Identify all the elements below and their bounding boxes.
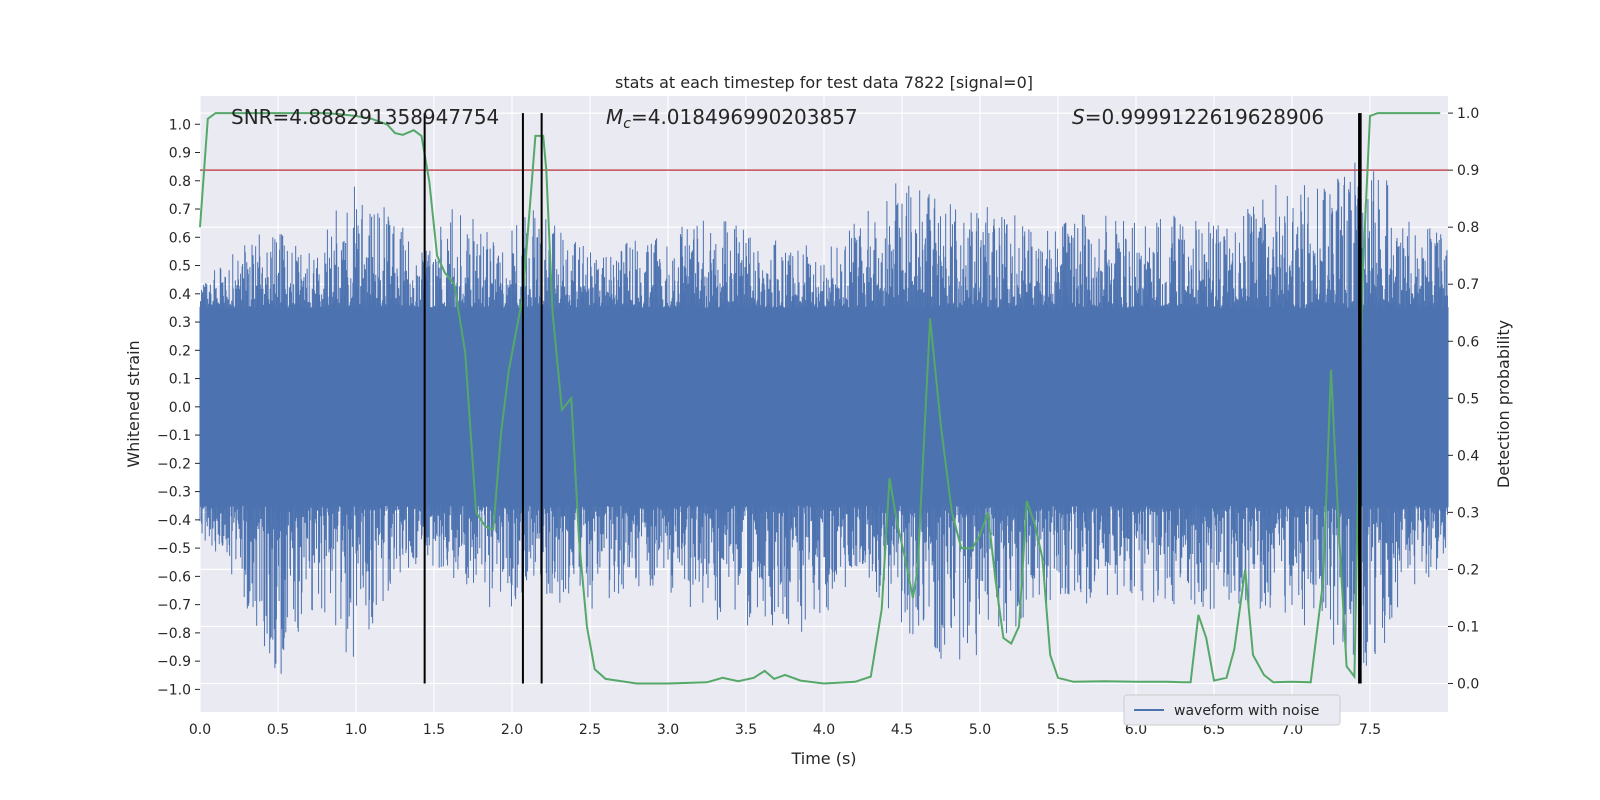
y-left-tick-label: 0.8: [169, 174, 191, 190]
y-left-tick-label: −1.0: [157, 682, 191, 698]
y-left-tick-label: 0.0: [169, 400, 191, 416]
x-axis-label: Time (s): [790, 749, 856, 768]
probability-group: [199, 112, 1441, 685]
waveform-series: [199, 162, 1449, 674]
y-right-tick-label: 0.3: [1457, 505, 1479, 521]
y-left-axis-label: Whitened strain: [124, 340, 143, 467]
x-tick-label: 3.0: [657, 722, 679, 738]
y-right-tick-label: 1.0: [1457, 106, 1479, 122]
y-left-tick-label: −0.8: [157, 626, 191, 642]
legend-label: waveform with noise: [1174, 703, 1319, 719]
probability-line: [199, 112, 1441, 685]
chirp-mass-annotation: Mc=4.018496990203857: [606, 105, 858, 132]
y-left-tick-label: −0.7: [157, 598, 191, 614]
y-left-tick-label: 0.7: [169, 202, 191, 218]
x-tick-label: 4.0: [813, 722, 835, 738]
y-right-tick-label: 0.0: [1457, 676, 1479, 692]
y-left-axis-ticks: −1.0 −0.9 −0.8 −0.7 −0.6 −0.5 −0.4 −0.3 −0.2 −0.1…: [157, 117, 200, 698]
y-left-tick-label: 1.0: [169, 117, 191, 133]
chart-title: stats at each timestep for test data 782…: [615, 73, 1033, 92]
y-left-tick-label: −0.5: [157, 541, 191, 557]
legend: waveform with noise: [1123, 694, 1341, 726]
snr-annotation: SNR=4.888291358947754: [231, 105, 499, 129]
chirp-mass-subscript: c: [623, 116, 631, 132]
y-right-tick-label: 0.2: [1457, 562, 1479, 578]
x-tick-label: 2.5: [579, 722, 601, 738]
y-right-axis-label: Detection probability: [1494, 320, 1513, 488]
y-right-tick-label: 0.1: [1457, 619, 1479, 635]
x-tick-label: 5.5: [1047, 722, 1069, 738]
y-left-tick-label: 0.2: [169, 343, 191, 359]
x-tick-label: 4.5: [891, 722, 913, 738]
score-symbol: S: [1072, 105, 1085, 129]
y-left-tick-label: 0.9: [169, 146, 191, 162]
y-left-tick-label: 0.4: [169, 287, 191, 303]
x-tick-label: 6.5: [1203, 722, 1225, 738]
chirp-mass-value: =4.018496990203857: [631, 105, 858, 129]
score-value: =0.9999122619628906: [1085, 105, 1324, 129]
x-tick-label: 7.5: [1359, 722, 1381, 738]
y-right-tick-label: 0.8: [1457, 220, 1479, 236]
y-right-tick-label: 0.9: [1457, 163, 1479, 179]
y-left-tick-label: 0.1: [169, 372, 191, 388]
x-tick-label: 3.5: [735, 722, 757, 738]
vertical-lines: [423, 113, 1362, 684]
y-left-tick-label: −0.3: [157, 485, 191, 501]
y-left-tick-label: 0.6: [169, 230, 191, 246]
y-right-tick-label: 0.7: [1457, 277, 1479, 293]
y-right-tick-label: 0.4: [1457, 448, 1479, 464]
x-tick-label: 0.5: [267, 722, 289, 738]
x-tick-label: 0.0: [189, 722, 211, 738]
x-tick-label: 2.0: [501, 722, 523, 738]
y-right-tick-label: 0.5: [1457, 391, 1479, 407]
x-axis-ticks: 0.0 0.5 1.0 1.5 2.0 2.5 3.0 3.5 4.0 4.5 5.0 5.5 6.0 6…: [189, 722, 1381, 738]
y-left-tick-label: −0.6: [157, 569, 191, 585]
y-right-axis-ticks: 0.0 0.1 0.2 0.3 0.4 0.5 0.6 0.7 0.8 0.9 1.0: [1448, 106, 1479, 692]
y-left-tick-label: 0.3: [169, 315, 191, 331]
legend-box: [1123, 694, 1341, 726]
x-tick-label: 1.5: [423, 722, 445, 738]
x-tick-label: 7.0: [1281, 722, 1303, 738]
x-tick-label: 6.0: [1125, 722, 1147, 738]
waveform-line: [199, 162, 1449, 674]
x-tick-label: 1.0: [345, 722, 367, 738]
y-right-tick-label: 0.6: [1457, 334, 1479, 350]
chirp-mass-symbol: M: [606, 105, 623, 129]
y-left-tick-label: −0.1: [157, 428, 191, 444]
score-annotation: S=0.9999122619628906: [1072, 105, 1324, 129]
y-left-tick-label: −0.2: [157, 456, 191, 472]
y-left-tick-label: 0.5: [169, 259, 191, 275]
y-left-tick-label: −0.4: [157, 513, 191, 529]
y-left-tick-label: −0.9: [157, 654, 191, 670]
x-tick-label: 5.0: [969, 722, 991, 738]
